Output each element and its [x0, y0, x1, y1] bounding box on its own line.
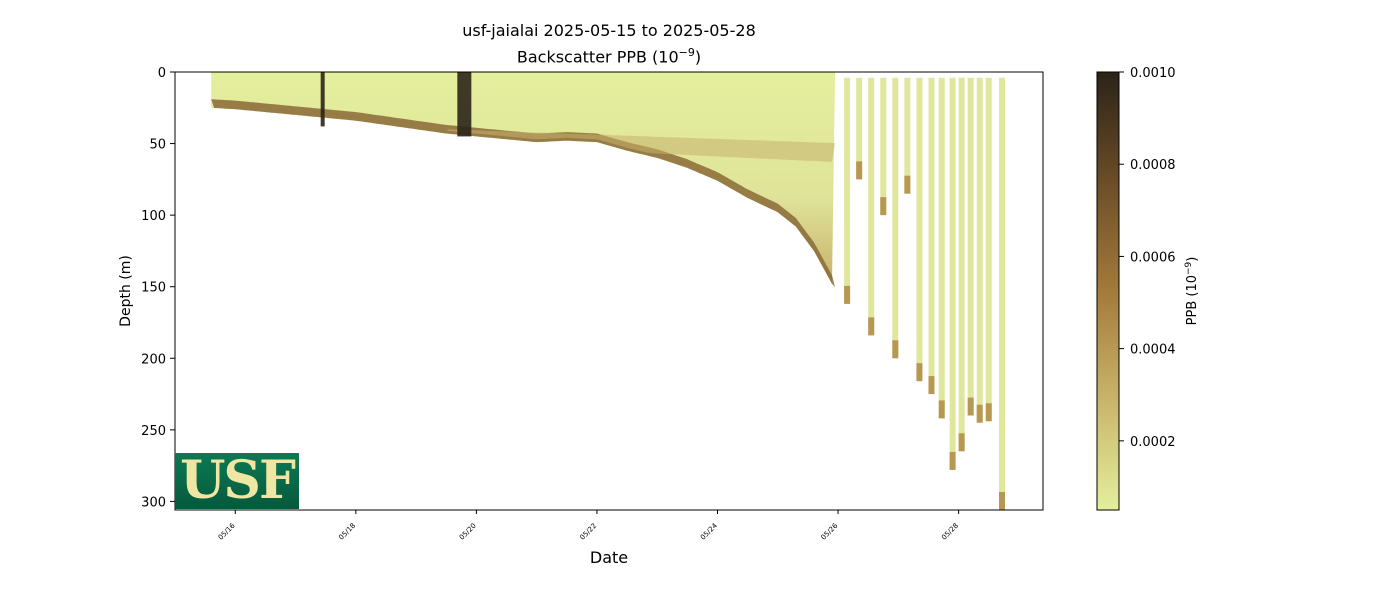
x-tick-label: 05/24: [699, 521, 719, 541]
x-tick-label: 05/18: [337, 522, 357, 542]
profile-cast: [916, 77, 923, 382]
y-tick-label: 100: [141, 209, 166, 224]
profile-cast: [928, 77, 935, 395]
profile-cast-bottom: [916, 363, 923, 382]
profile-cast: [892, 77, 899, 359]
profile-cast: [967, 77, 974, 416]
plot-area: [211, 72, 1006, 510]
colorbar-tick-label: 0.0010: [1130, 66, 1176, 81]
x-tick-label: 05/28: [940, 522, 960, 542]
colorbar-tick-label: 0.0002: [1130, 435, 1176, 450]
profile-cast: [949, 77, 956, 470]
profile-cast-bottom: [999, 492, 1006, 510]
profile-cast-bottom: [892, 340, 899, 359]
heatmap-body: [211, 72, 836, 284]
y-tick-label: 300: [141, 495, 166, 510]
colorbar-label: PPB (10−9): [1184, 257, 1200, 326]
chart-subtitle: Backscatter PPB (10−9): [175, 46, 1043, 66]
profile-cast-bottom: [868, 317, 875, 336]
profile-cast-bottom: [904, 175, 911, 194]
profile-cast-bottom: [880, 197, 887, 216]
profile-cast: [880, 77, 887, 216]
x-tick-label: 05/16: [217, 521, 237, 541]
colorbar: 0.0010 0.0008 0.0006 0.0004 0.0002 PPB (10−9…: [1096, 66, 1200, 511]
usf-logo: USF: [175, 453, 299, 509]
colorbar-tick-label: 0.0008: [1130, 158, 1176, 173]
colorbar-label-exponent: −9: [1184, 261, 1194, 275]
x-axis: 05/16 05/18 05/20 05/22 05/24 05/26 05/28: [217, 510, 960, 542]
chart-subtitle-text: Backscatter PPB (10: [516, 47, 679, 67]
backscatter-heatmap: [211, 72, 836, 288]
y-tick-label: 150: [141, 281, 166, 296]
profile-cast-bottom: [856, 161, 863, 180]
profile-cast-bottom: [928, 376, 935, 395]
x-tick-label: 05/20: [458, 522, 478, 542]
dark-streak: [457, 72, 472, 137]
profile-cast-bottom: [844, 285, 851, 304]
y-tick-label: 50: [149, 138, 166, 153]
profile-cast-bottom: [938, 400, 945, 419]
profile-cast-bottom: [985, 403, 992, 422]
y-tick-label: 250: [141, 424, 166, 439]
mid-water-layer: [446, 129, 835, 162]
colorbar-ticks: 0.0010 0.0008 0.0006 0.0004 0.0002: [1119, 66, 1176, 450]
profile-cast: [985, 77, 992, 422]
chart-title: usf-jaialai 2025-05-15 to 2025-05-28: [462, 21, 756, 40]
profile-cast: [976, 77, 983, 423]
colorbar-label-close: ): [1185, 257, 1200, 262]
profile-cast: [868, 77, 875, 336]
plot-frame: [174, 71, 1044, 511]
profile-cast: [938, 77, 945, 419]
x-axis-label: Date: [590, 548, 628, 567]
colorbar-label-text: PPB (10: [1185, 275, 1200, 325]
profile-cast-bottom: [976, 404, 983, 423]
colorbar-tick-label: 0.0006: [1130, 250, 1176, 265]
x-tick-label: 05/26: [820, 521, 840, 541]
profile-cast: [856, 77, 863, 180]
usf-logo-text: USF: [180, 450, 296, 511]
profile-cast: [958, 77, 965, 452]
chart-subtitle-exponent: −9: [678, 46, 695, 59]
profile-casts: [844, 77, 1006, 510]
dark-streak: [320, 72, 325, 127]
colorbar-tick-label: 0.0004: [1130, 343, 1176, 358]
profile-cast: [904, 77, 911, 194]
profile-cast-bottom: [967, 397, 974, 416]
y-axis: 0 50 100 150 200 250 300: [141, 66, 175, 510]
profile-cast-bottom: [958, 433, 965, 452]
colorbar-bar: [1096, 71, 1120, 511]
y-axis-label: Depth (m): [118, 255, 134, 327]
y-tick-label: 200: [141, 352, 166, 367]
profile-cast: [844, 77, 851, 304]
y-tick-label: 0: [158, 66, 166, 81]
x-tick-label: 05/22: [578, 522, 598, 542]
chart-subtitle-close: ): [694, 47, 702, 67]
profile-cast-bottom: [949, 451, 956, 470]
profile-cast: [999, 77, 1006, 510]
